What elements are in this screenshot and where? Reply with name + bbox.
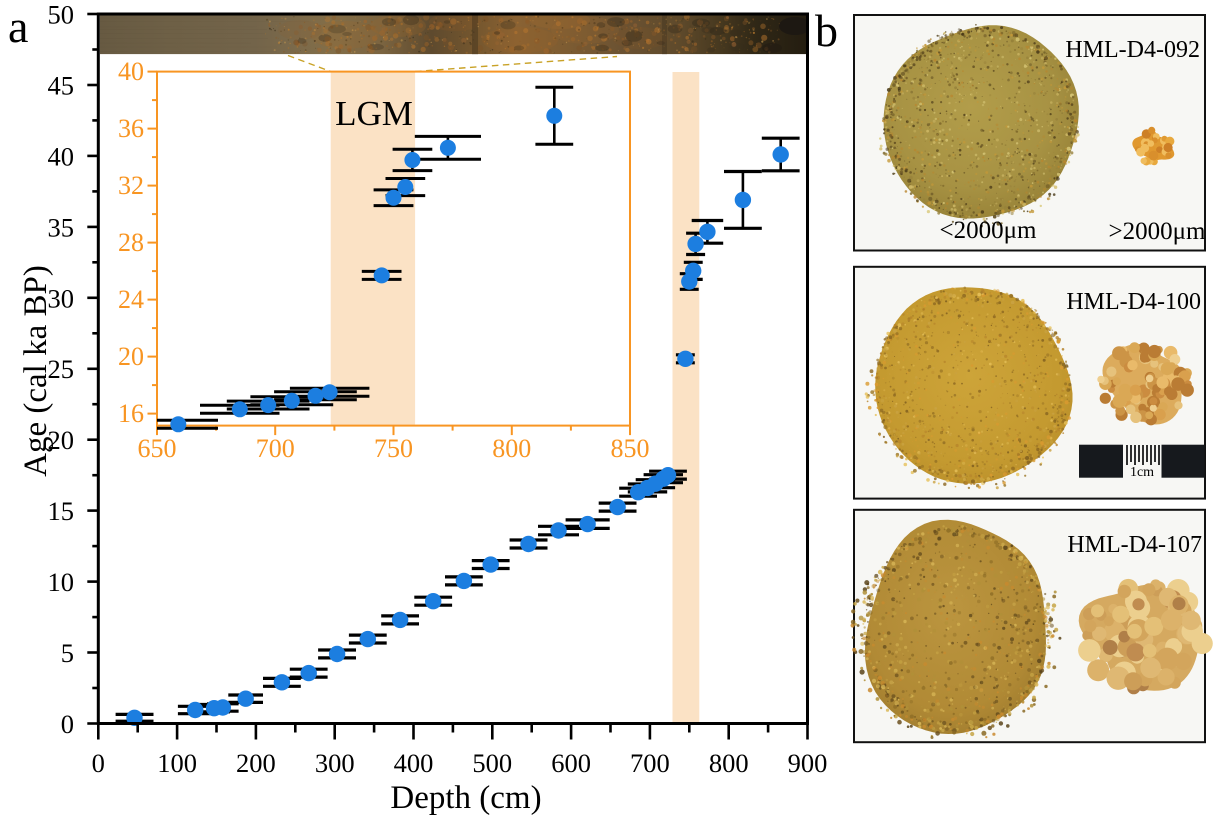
svg-text:0: 0 bbox=[92, 748, 105, 778]
svg-text:Depth (cm): Depth (cm) bbox=[390, 780, 541, 816]
svg-text:36: 36 bbox=[118, 114, 144, 143]
svg-text:900: 900 bbox=[788, 748, 828, 778]
svg-text:20: 20 bbox=[118, 342, 144, 371]
svg-text:HML-D4-100: HML-D4-100 bbox=[1066, 289, 1201, 315]
svg-text:0: 0 bbox=[61, 709, 74, 739]
svg-text:850: 850 bbox=[611, 434, 650, 463]
svg-text:28: 28 bbox=[118, 228, 144, 257]
svg-text:700: 700 bbox=[256, 434, 295, 463]
svg-text:25: 25 bbox=[48, 354, 75, 384]
svg-text:15: 15 bbox=[48, 496, 75, 526]
svg-text:700: 700 bbox=[630, 748, 670, 778]
svg-text:35: 35 bbox=[48, 212, 75, 242]
svg-text:HML-D4-107: HML-D4-107 bbox=[1067, 532, 1202, 558]
svg-text:b: b bbox=[815, 5, 838, 56]
svg-text:16: 16 bbox=[118, 399, 144, 428]
svg-text:1cm: 1cm bbox=[1130, 465, 1154, 480]
svg-text:600: 600 bbox=[551, 748, 591, 778]
svg-text:Age (cal ka BP): Age (cal ka BP) bbox=[18, 265, 54, 477]
svg-text:650: 650 bbox=[138, 434, 177, 463]
svg-text:400: 400 bbox=[394, 748, 434, 778]
svg-text:50: 50 bbox=[48, 0, 75, 30]
svg-text:40: 40 bbox=[48, 141, 75, 171]
svg-text:800: 800 bbox=[492, 434, 531, 463]
svg-text:HML-D4-092: HML-D4-092 bbox=[1065, 37, 1200, 63]
svg-text:20: 20 bbox=[48, 425, 75, 455]
svg-text:40: 40 bbox=[118, 57, 144, 86]
svg-text:a: a bbox=[8, 1, 28, 52]
svg-text:24: 24 bbox=[118, 285, 144, 314]
svg-text:<2000μm: <2000μm bbox=[940, 217, 1038, 244]
svg-text:500: 500 bbox=[472, 748, 512, 778]
svg-text:>2000μm: >2000μm bbox=[1109, 218, 1207, 245]
svg-text:100: 100 bbox=[157, 748, 197, 778]
svg-text:200: 200 bbox=[236, 748, 276, 778]
svg-text:45: 45 bbox=[48, 71, 75, 101]
svg-text:LGM: LGM bbox=[335, 94, 413, 133]
svg-text:300: 300 bbox=[315, 748, 355, 778]
svg-text:800: 800 bbox=[709, 748, 749, 778]
svg-text:30: 30 bbox=[48, 283, 75, 313]
svg-text:5: 5 bbox=[61, 638, 74, 668]
svg-text:750: 750 bbox=[374, 434, 413, 463]
svg-text:10: 10 bbox=[48, 567, 75, 597]
svg-text:32: 32 bbox=[118, 171, 144, 200]
